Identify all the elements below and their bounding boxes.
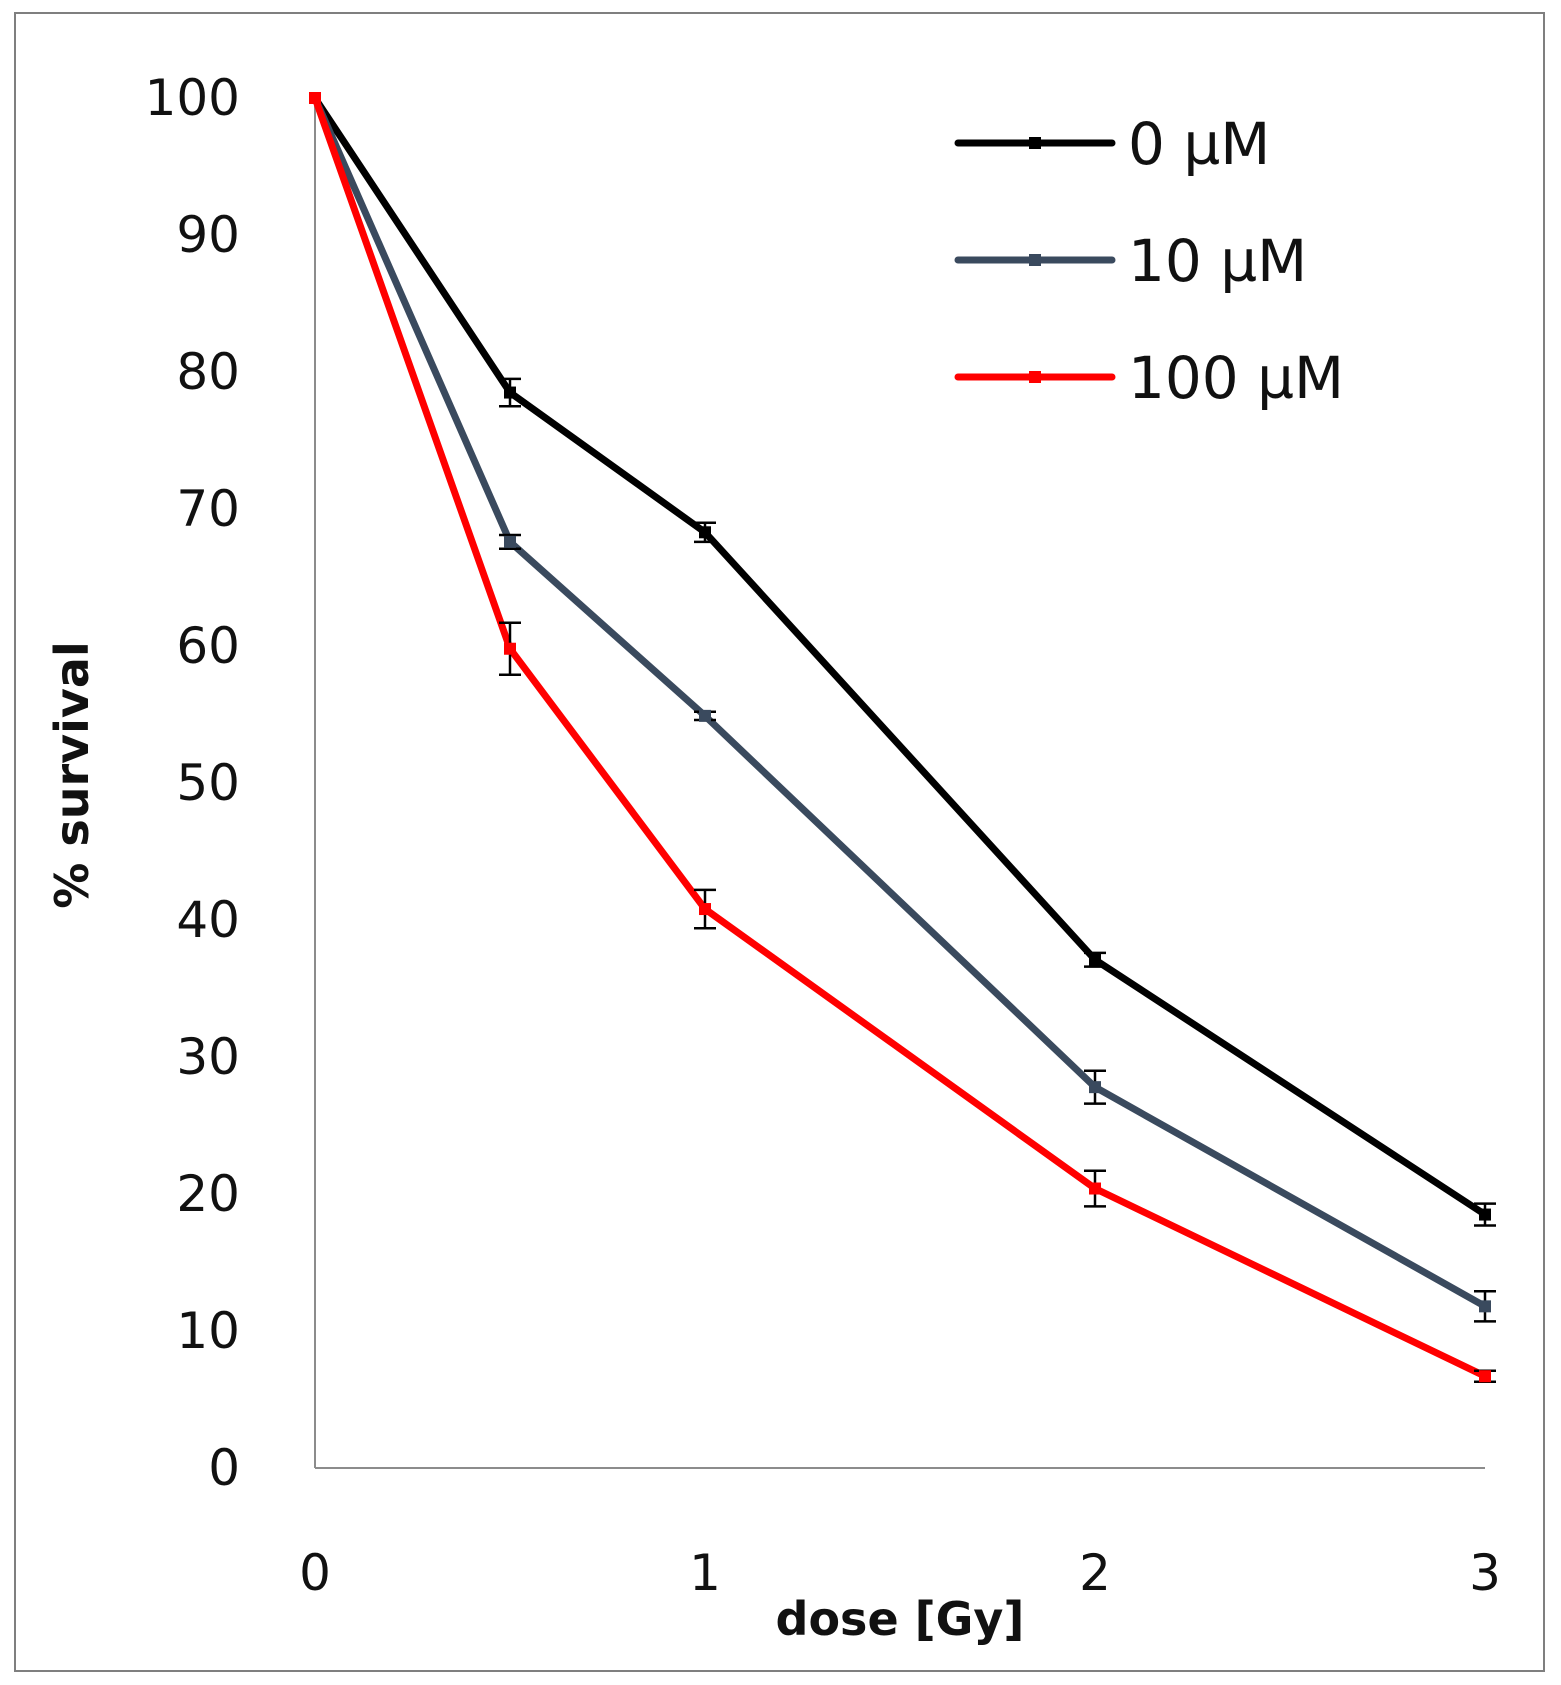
y-tick-labels: 0 10 20 30 40 50 60 70 80 90 100 bbox=[145, 69, 240, 1497]
x-tick-label: 0 bbox=[299, 1544, 331, 1602]
y-tick-label: 80 bbox=[176, 343, 240, 401]
data-point bbox=[1479, 1300, 1491, 1313]
data-point bbox=[1089, 953, 1101, 966]
legend-item: 0 µM bbox=[954, 110, 1270, 178]
data-point bbox=[309, 92, 321, 104]
y-tick-label: 90 bbox=[176, 206, 240, 264]
data-point bbox=[699, 903, 711, 916]
legend-item: 100 µM bbox=[954, 344, 1344, 412]
y-tick-label: 10 bbox=[176, 1302, 240, 1360]
legend-label: 0 µM bbox=[1128, 110, 1270, 178]
series-line bbox=[311, 94, 1489, 1380]
y-tick-label: 0 bbox=[208, 1439, 240, 1497]
axes bbox=[314, 98, 1485, 1469]
data-point bbox=[1089, 1081, 1101, 1094]
legend: 0 µM 10 µM 100 µM bbox=[954, 110, 1344, 412]
data-point bbox=[504, 535, 516, 548]
y-tick-label: 100 bbox=[145, 69, 240, 127]
y-tick-label: 60 bbox=[176, 617, 240, 675]
data-point bbox=[504, 386, 516, 399]
y-tick-label: 20 bbox=[176, 1165, 240, 1223]
series-layer bbox=[309, 92, 1496, 1383]
data-point bbox=[1089, 1182, 1101, 1195]
data-point bbox=[504, 642, 516, 655]
y-tick-label: 50 bbox=[176, 754, 240, 812]
series-1 bbox=[309, 92, 1496, 1323]
x-tick-labels: 0 1 2 3 bbox=[299, 1544, 1501, 1602]
series-line bbox=[311, 94, 1489, 1310]
chart-frame bbox=[14, 12, 1545, 1672]
legend-item: 10 µM bbox=[954, 227, 1307, 295]
data-point bbox=[699, 526, 711, 539]
y-tick-label: 40 bbox=[176, 891, 240, 949]
legend-label: 10 µM bbox=[1128, 227, 1307, 295]
series-0 bbox=[309, 92, 1496, 1227]
x-tick-label: 2 bbox=[1079, 1544, 1111, 1602]
x-tick-label: 1 bbox=[689, 1544, 721, 1602]
x-axis-title: dose [Gy] bbox=[776, 1592, 1025, 1646]
x-tick-label: 3 bbox=[1469, 1544, 1501, 1602]
data-point bbox=[699, 709, 711, 722]
y-tick-label: 70 bbox=[176, 480, 240, 538]
data-point bbox=[1479, 1370, 1491, 1383]
y-tick-label: 30 bbox=[176, 1028, 240, 1086]
data-point bbox=[1479, 1208, 1491, 1221]
y-axis-title: % survival bbox=[45, 641, 99, 908]
legend-label: 100 µM bbox=[1128, 344, 1344, 412]
series-2 bbox=[309, 92, 1496, 1383]
